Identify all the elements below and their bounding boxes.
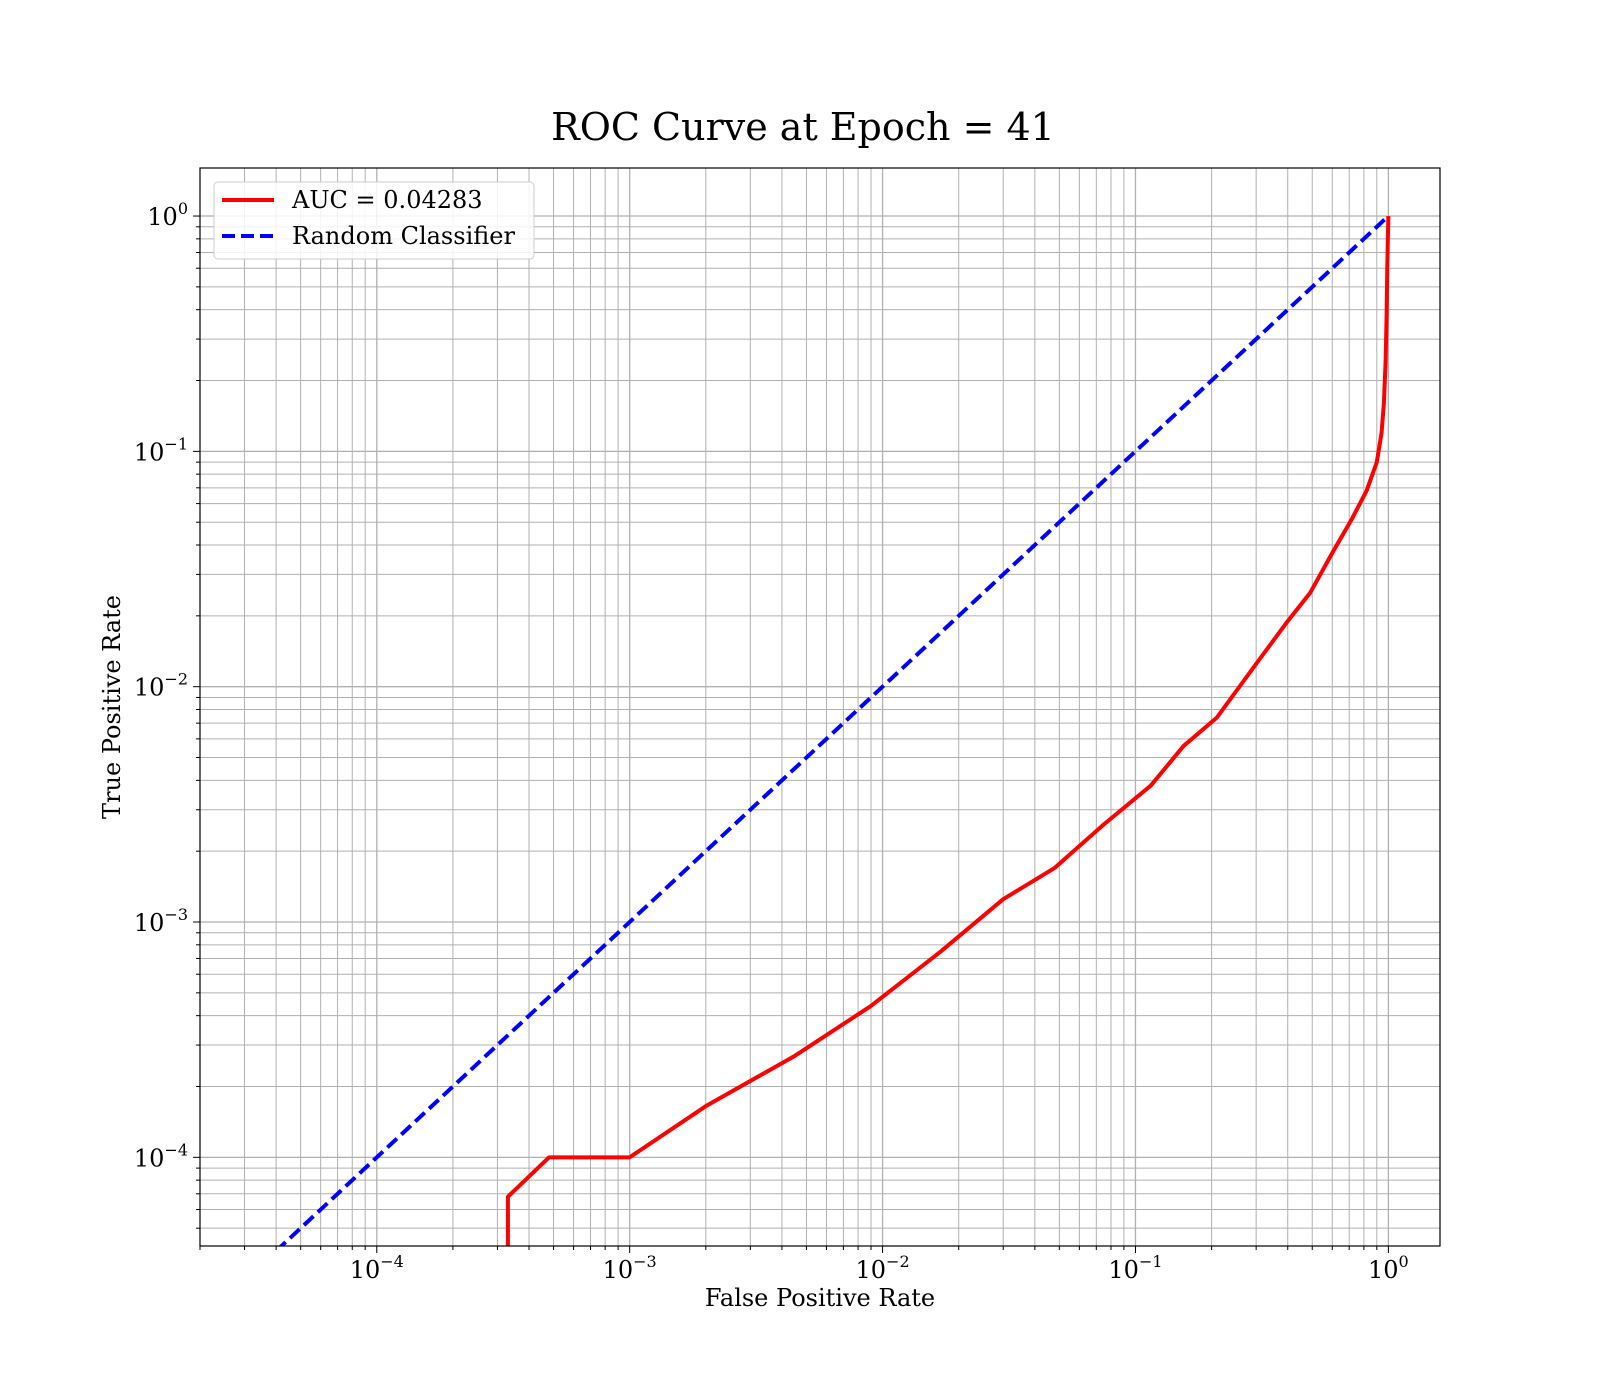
legend-label-auc: AUC = 0.04283: [291, 186, 483, 214]
x-tick-label: 100: [1368, 1252, 1409, 1284]
x-tick-label: 10−1: [1108, 1252, 1162, 1284]
legend-label-random: Random Classifier: [292, 222, 515, 250]
x-tick-label: 10−4: [350, 1252, 404, 1284]
x-axis-label: False Positive Rate: [705, 1284, 935, 1312]
plot-frame: [199, 167, 1441, 1247]
y-tick-label: 10−2: [134, 670, 188, 702]
legend: AUC = 0.04283 Random Classifier: [213, 181, 535, 260]
roc-curve-line: [505, 215, 1391, 1246]
random-classifier-line: [278, 214, 1390, 1246]
legend-box: [213, 181, 535, 260]
plot-area: [200, 168, 1440, 1246]
y-tick-label: 100: [147, 199, 188, 231]
major-grid: [200, 168, 1440, 1246]
y-axis-label: True Positive Rate: [98, 595, 126, 819]
y-tick-label: 10−4: [134, 1140, 188, 1172]
x-tick-labels: 10−4 10−3 10−2 10−1 100: [350, 1252, 1409, 1284]
y-tick-label: 10−1: [134, 434, 188, 466]
y-tick-labels: 10−4 10−3 10−2 10−1 100: [134, 199, 188, 1172]
axis-ticks: [193, 215, 1389, 1253]
y-tick-label: 10−3: [134, 905, 188, 937]
x-tick-label: 10−2: [856, 1252, 910, 1284]
chart-title: ROC Curve at Epoch = 41: [551, 105, 1055, 149]
minor-grid: [199, 168, 1440, 1246]
x-tick-label: 10−3: [603, 1252, 657, 1284]
series-layer: [278, 214, 1391, 1246]
